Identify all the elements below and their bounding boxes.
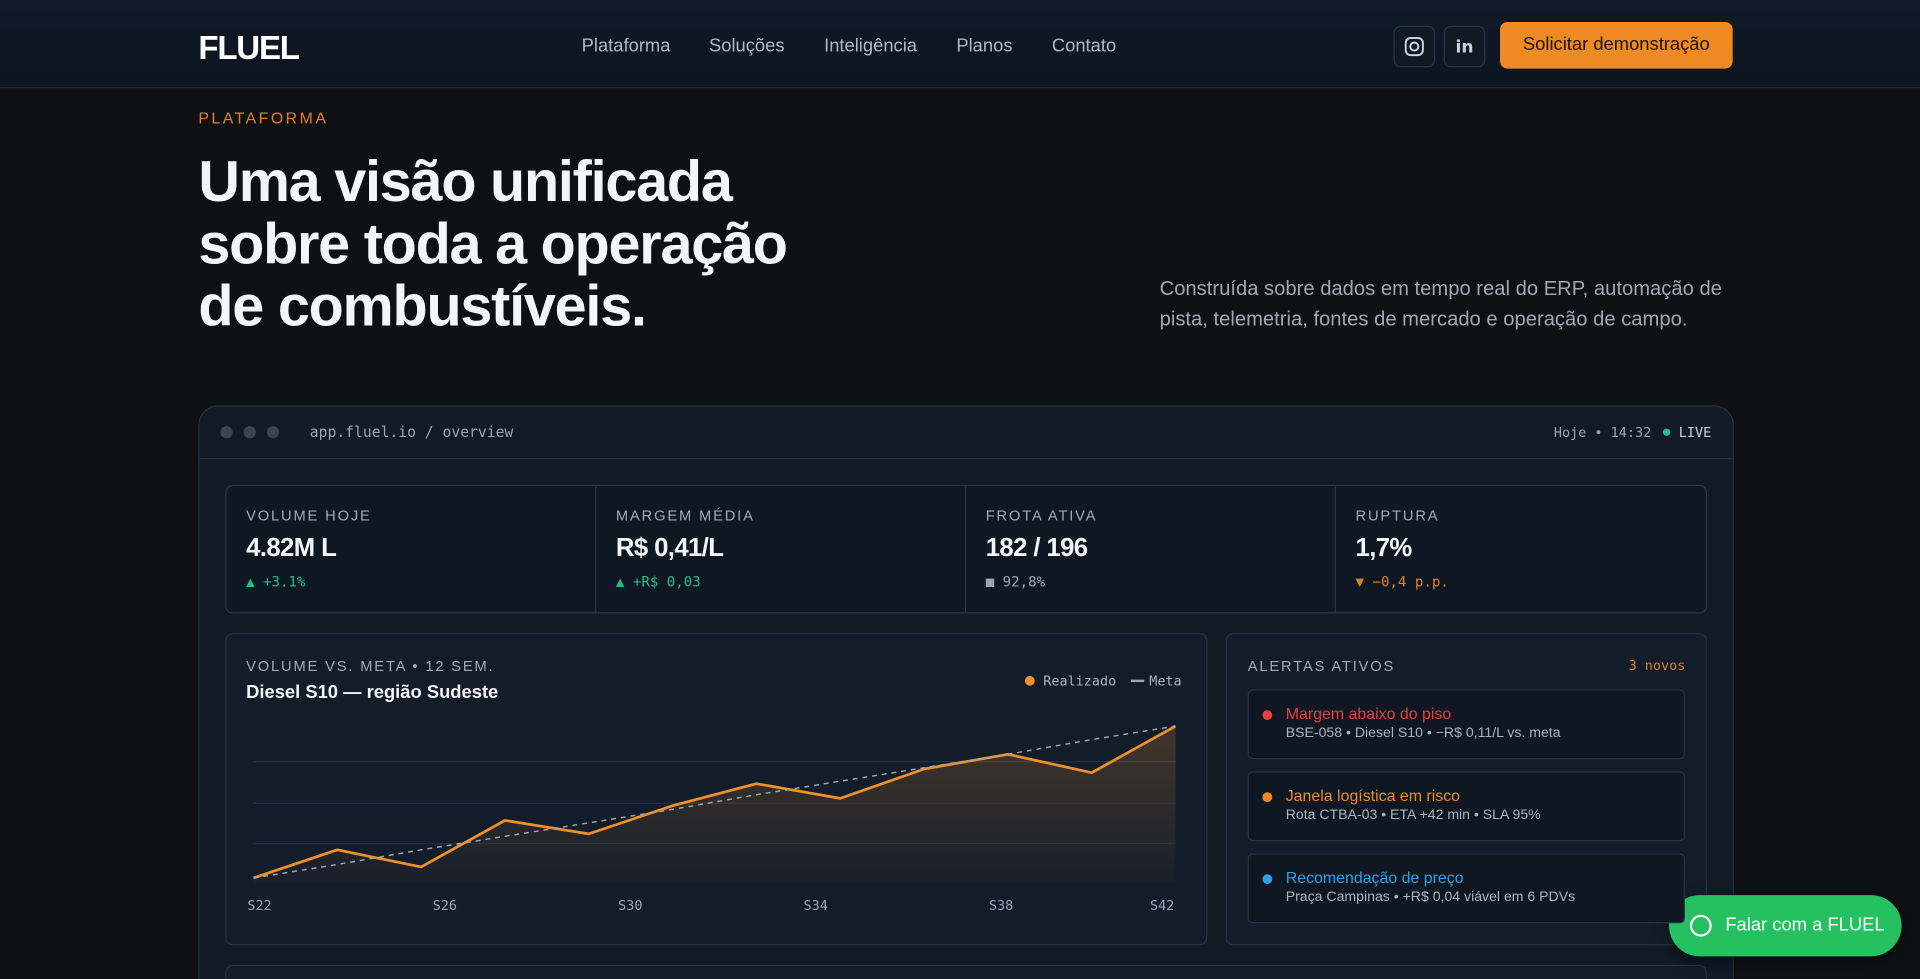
kpi-label: RUPTURA (1355, 506, 1440, 525)
alert-title: Margem abaixo do piso (1285, 704, 1452, 723)
chart-title: VOLUME VS. META • 12 SEM. (246, 657, 495, 675)
alert-item: Recomendação de preço Praça Campinas • +R… (1247, 853, 1685, 924)
navbar: FLUEL Plataforma Soluções Inteligência P… (0, 0, 1920, 89)
eyebrow: PLATAFORMA (198, 108, 329, 128)
alert-dot (1262, 792, 1273, 803)
time: Hoje • 14:32 (1553, 424, 1652, 441)
alert-title: Recomendação de preço (1285, 868, 1464, 887)
window-dots (220, 426, 280, 439)
kpi-label: FROTA ATIVA (985, 506, 1098, 525)
alert-detail: Rota CTBA-03 • ETA +42 min • SLA 95% (1285, 808, 1541, 823)
x-tick-label: S26 (433, 899, 457, 914)
target-line (253, 725, 1176, 879)
nav-link[interactable]: Inteligência (824, 35, 918, 57)
kpi-delta: ■ 92,8% (985, 573, 1046, 591)
x-tick-label: S42 (1150, 899, 1174, 914)
nav-link[interactable]: Contato (1051, 35, 1117, 57)
x-tick-label: S22 (247, 899, 271, 914)
kpi-delta: ▼ −0,4 p.p. (1355, 573, 1449, 591)
alert-dot (1262, 710, 1273, 721)
whatsapp-button[interactable]: Falar com a FLUEL (1668, 895, 1902, 957)
url: app.fluel.io / overview (309, 423, 514, 441)
kpi-card (964, 484, 1338, 614)
kpi-card (225, 484, 598, 614)
x-tick-label: S34 (804, 899, 828, 914)
linkedin-icon: in (1455, 38, 1473, 58)
kpi-value: 4.82M L (246, 533, 337, 563)
hero-title-line: Uma visão unificada (198, 148, 732, 214)
kpi-delta: ▲ +R$ 0,03 (615, 573, 701, 591)
alert-detail: Praça Campinas • +R$ 0,04 viável em 6 PD… (1285, 890, 1576, 905)
alert-title: Janela logística em risco (1285, 786, 1461, 805)
alerts-badge: 3 novos (1628, 657, 1686, 674)
kpi-delta: ▲ +3.1% (246, 573, 306, 591)
legend-marker (1024, 675, 1035, 686)
kpi-label: MARGEM MÉDIA (615, 506, 755, 525)
live-status: LIVE (1678, 424, 1712, 441)
hero-description: Construída sobre dados em tempo real do … (1159, 277, 1722, 331)
alert-item: Margem abaixo do piso BSE-058 • Diesel S1… (1247, 689, 1685, 760)
nav-link[interactable]: Plataforma (581, 35, 671, 57)
next-card (225, 964, 1707, 979)
kpi-card (595, 484, 968, 614)
chart-subtitle: Diesel S10 — região Sudeste (246, 682, 499, 703)
kpi-label: VOLUME HOJE (246, 506, 372, 525)
chart: Realizado Meta S22 S26 S30 S34 S38 S42 (247, 675, 1181, 914)
kpi-value: 182 / 196 (985, 533, 1088, 563)
instagram-icon (1404, 36, 1424, 57)
window-bar: app.fluel.io / overview Hoje • 14:32 LIV… (199, 407, 1733, 460)
hero-title-line: sobre toda a operação (198, 210, 788, 276)
hero-title-line: de combustíveis. (198, 273, 647, 338)
whatsapp-icon (1689, 914, 1712, 937)
kpi-value: R$ 0,41/L (615, 533, 724, 563)
kpi-card (1334, 484, 1707, 614)
alerts-title: ALERTAS ATIVOS (1247, 657, 1396, 675)
legend-label: Realizado (1043, 675, 1116, 690)
kpi-value: 1,7% (1355, 533, 1413, 563)
line (253, 724, 1177, 880)
alert-dot (1262, 874, 1273, 885)
nav-link[interactable]: Soluções (708, 35, 785, 57)
instagram-button[interactable] (1393, 25, 1436, 68)
whatsapp-label: Falar com a FLUEL (1725, 914, 1885, 936)
x-tick-label: S30 (618, 899, 642, 914)
live-dot (1662, 428, 1671, 436)
alert-detail: BSE-058 • Diesel S10 • −R$ 0,11/L vs. me… (1285, 726, 1561, 741)
logo[interactable]: FLUEL (198, 29, 300, 67)
linkedin-button[interactable]: in (1443, 25, 1486, 68)
cta-button[interactable]: Solicitar demonstração (1500, 22, 1733, 69)
nav-link[interactable]: Planos (956, 35, 1013, 57)
svg-text:in: in (1455, 38, 1473, 58)
alert-item: Janela logística em risco Rota CTBA-03 • … (1247, 771, 1685, 842)
chart-card: VOLUME VS. META • 12 SEM. Diesel S10 — r… (225, 633, 1208, 946)
legend-label: Meta (1149, 675, 1181, 690)
hero-title: Uma visão unificada sobre toda a operaçã… (198, 148, 788, 338)
x-tick-label: S38 (989, 899, 1013, 914)
